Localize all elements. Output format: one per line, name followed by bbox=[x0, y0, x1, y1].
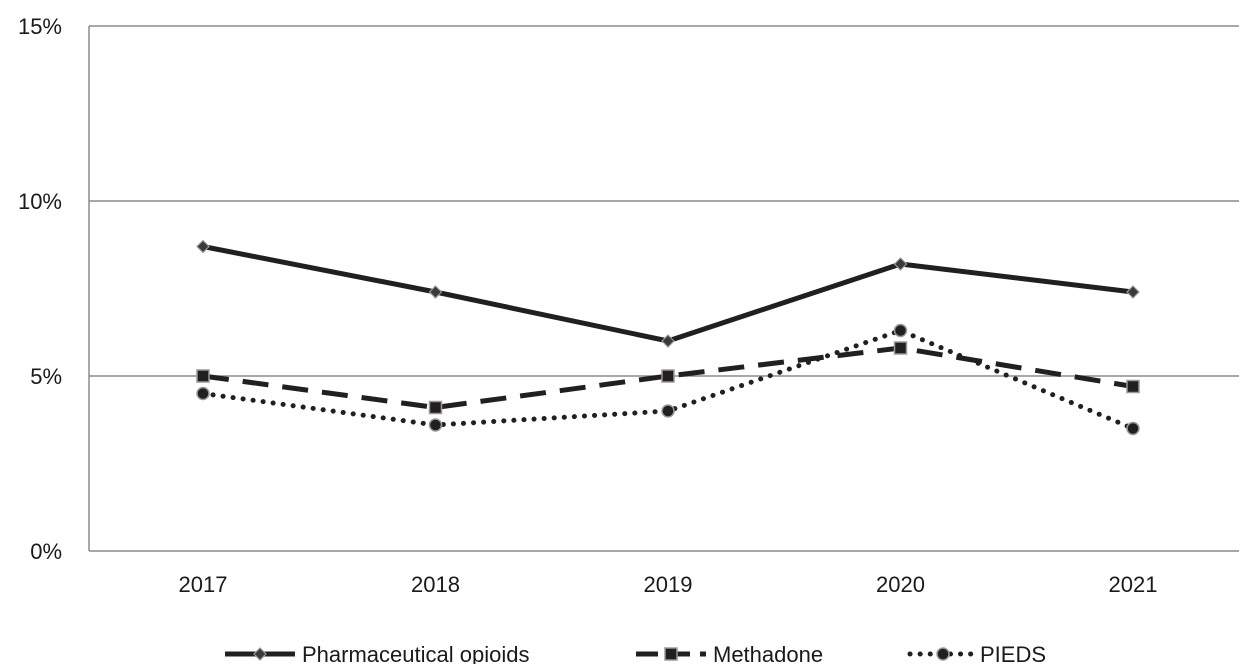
series-markers bbox=[196, 239, 1140, 436]
legend-label-2: PIEDS bbox=[980, 642, 1046, 664]
data-point-0-3 bbox=[893, 257, 908, 271]
data-point-2-1 bbox=[428, 418, 443, 432]
y-tick-label: 5% bbox=[30, 364, 62, 389]
y-tick-labels: 0% 5% 10% 15% bbox=[18, 14, 62, 564]
data-point-2-2 bbox=[661, 404, 675, 418]
data-point-2-3 bbox=[893, 323, 908, 338]
legend: Pharmaceutical opioids Methadone PIEDS bbox=[225, 642, 1046, 664]
x-tick-label: 2021 bbox=[1109, 572, 1158, 597]
data-point-2-0 bbox=[196, 386, 210, 401]
x-tick-labels: 2017 2018 2019 2020 2021 bbox=[179, 572, 1158, 597]
x-tick-label: 2020 bbox=[876, 572, 925, 597]
x-tick-label: 2017 bbox=[179, 572, 228, 597]
data-point-0-2 bbox=[661, 334, 675, 348]
data-point-0-4 bbox=[1126, 285, 1140, 299]
series-line-0 bbox=[202, 244, 1134, 344]
data-point-1-4 bbox=[1126, 379, 1140, 394]
series-line-2 bbox=[200, 328, 1136, 431]
data-point-1-3 bbox=[893, 341, 908, 355]
legend-marker-2 bbox=[936, 647, 950, 661]
data-point-2-4 bbox=[1126, 421, 1140, 436]
data-point-1-1 bbox=[428, 400, 443, 415]
gridlines bbox=[89, 25, 1239, 377]
y-tick-label: 0% bbox=[30, 539, 62, 564]
data-point-0-1 bbox=[428, 285, 443, 299]
axes bbox=[88, 26, 1239, 552]
x-tick-label: 2018 bbox=[411, 572, 460, 597]
data-point-1-0 bbox=[196, 369, 210, 383]
legend-label-1: Methadone bbox=[713, 642, 823, 664]
data-point-0-0 bbox=[196, 239, 210, 254]
y-tick-label: 15% bbox=[18, 14, 62, 39]
legend-marker-1 bbox=[664, 647, 678, 661]
data-point-1-2 bbox=[661, 369, 675, 383]
x-tick-label: 2019 bbox=[644, 572, 693, 597]
y-tick-label: 10% bbox=[18, 189, 62, 214]
legend-label-0: Pharmaceutical opioids bbox=[302, 642, 529, 664]
legend-marker-0 bbox=[253, 647, 267, 661]
